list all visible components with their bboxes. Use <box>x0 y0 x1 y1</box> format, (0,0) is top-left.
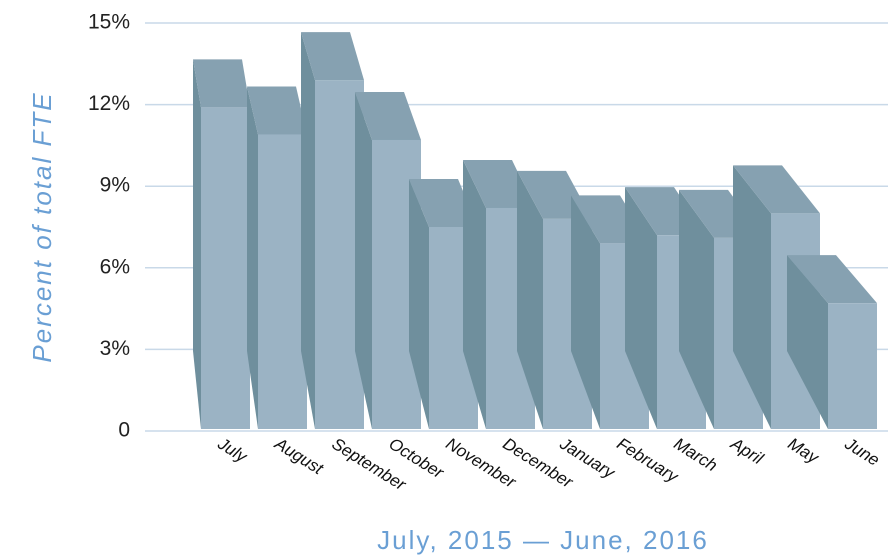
bar-side <box>517 170 543 429</box>
x-tick-label: May <box>785 434 824 468</box>
x-tick-label: June <box>841 434 883 470</box>
x-tick-label: August <box>271 434 328 479</box>
x-tick-label: July <box>214 434 252 467</box>
y-tick-label: 12% <box>88 92 130 115</box>
bar-side <box>355 91 372 430</box>
bar <box>201 107 250 429</box>
x-tick-label: April <box>727 434 768 469</box>
y-tick-label: 3% <box>100 337 130 360</box>
bar-top <box>247 86 307 135</box>
y-axis-label: Percent of total FTE <box>27 91 57 362</box>
bar <box>258 134 307 429</box>
bar-side <box>463 159 486 429</box>
y-tick-label: 6% <box>100 255 130 278</box>
bar-side <box>733 165 771 429</box>
x-tick-label: February <box>614 434 683 487</box>
bar-top <box>733 165 820 214</box>
x-axis-label: July, 2015 — June, 2016 <box>377 525 709 555</box>
bar-side <box>301 32 315 430</box>
bar-side <box>193 59 201 429</box>
y-tick-label: 0 <box>118 419 130 442</box>
bar-side <box>787 255 828 429</box>
bar-side <box>679 189 714 429</box>
bar-side <box>571 195 600 429</box>
bar-top <box>355 91 421 140</box>
bar-top <box>301 32 364 81</box>
y-tick-label: 15% <box>88 11 130 34</box>
bar-top <box>409 179 478 227</box>
bar-top <box>193 59 250 108</box>
bar-side <box>625 187 657 429</box>
bar-top <box>787 255 877 304</box>
bar-side <box>247 86 258 430</box>
bar <box>828 303 877 429</box>
bar-side <box>409 179 429 429</box>
y-tick-label: 9% <box>100 174 130 197</box>
